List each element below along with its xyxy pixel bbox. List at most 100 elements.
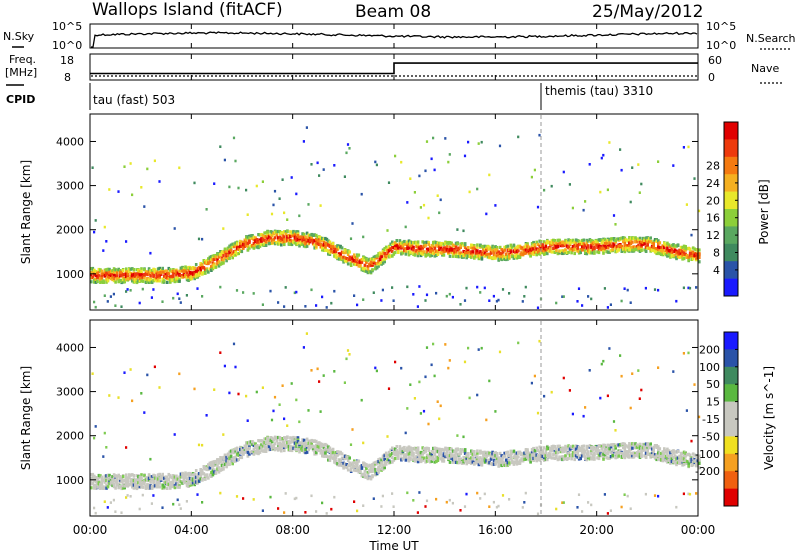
power-pixel [645,250,648,253]
power-pixel [587,244,590,247]
power-pixel [149,252,151,255]
power-pixel [201,295,203,298]
velocity-pixel [222,433,224,436]
power-pixel [193,182,195,185]
power-pixel [236,289,238,292]
velocity-pixel [274,396,276,399]
power-pixel [464,242,467,245]
power-pixel [555,249,558,252]
velocity-pixel [201,501,203,504]
velocity-pixel [563,377,565,380]
velocity-pixel [95,512,97,515]
velocity-pixel [110,501,112,504]
velocity-pixel [120,511,122,514]
velocity-pixel [265,446,268,449]
power-pixel [93,301,95,304]
power-pixel [611,248,614,251]
velocity-pixel [130,368,132,371]
power-pixel [353,294,355,297]
velocity-pixel [462,436,464,439]
velocity-pixel [163,485,166,488]
velocity-pixel [266,437,269,440]
velocity-pixel [608,347,610,350]
power-pixel [406,201,408,204]
velocity-pixel [485,419,487,422]
velocity-pixel [283,511,285,514]
velocity-pixel [418,381,420,384]
power-pixel [178,297,180,300]
power-pixel [272,204,274,207]
power-pixel [295,291,297,294]
velocity-pixel [380,461,383,464]
power-pixel [143,276,146,279]
power-pixel [640,183,642,186]
power-pixel [494,204,496,207]
power-pixel [253,292,255,295]
velocity-pixel [285,492,287,495]
velocity-pixel [464,448,467,451]
velocity-pixel [610,509,612,512]
power-pixel [417,305,419,308]
power-pixel [426,294,428,297]
power-pixel [485,213,487,216]
power-pixel [279,197,281,200]
power-pixel [427,217,429,220]
power-pixel [409,251,412,254]
velocity-pixel [323,374,325,377]
power-pixel [237,187,239,190]
power-pixel [315,304,317,307]
velocity-pixel [424,450,427,453]
power-pixel [133,268,136,271]
power-pixel [604,287,606,290]
velocity-pixel [432,343,434,346]
velocity-pixel [434,453,437,456]
power-pixel [513,244,516,247]
power-pixel [393,299,395,302]
power-pixel [283,212,285,215]
velocity-pixel [207,477,210,480]
velocity-pixel [102,455,104,458]
power-pixel [522,300,524,303]
power-pixel [122,269,125,272]
power-pixel [531,176,533,179]
power-pixel [303,140,305,143]
power-pixel [652,242,655,245]
power-pixel [142,288,144,291]
power-pixel [459,303,461,306]
velocity-pixel [219,351,221,354]
velocity-pixel [449,499,451,502]
power-pixel [601,157,603,160]
velocity-pixel [412,454,415,457]
velocity-pixel [114,510,116,513]
power-pixel [380,299,382,302]
velocity-pixel [178,373,180,376]
velocity-pixel [598,457,601,460]
power-pixel [602,252,605,255]
velocity-pixel [601,363,603,366]
velocity-pixel [493,501,495,504]
velocity-pixel [440,405,442,408]
velocity-pixel [113,483,116,486]
velocity-pixel [242,497,244,500]
power-pixel [382,289,384,292]
velocity-pixel [224,365,226,368]
velocity-pixel [467,347,469,350]
velocity-pixel [400,367,402,370]
velocity-pixel [271,419,273,422]
power-pixel [447,161,449,164]
power-pixel [92,166,94,169]
velocity-pixel [405,432,407,435]
power-pixel [371,268,374,271]
velocity-pixel [114,487,117,490]
power-pixel [102,281,105,284]
velocity-pixel [437,400,439,403]
velocity-pixel [382,495,384,498]
freq-label-2: [MHz] [5,66,37,79]
velocity-pixel [303,346,305,349]
nsearch-label: N.Search [746,32,796,45]
velocity-pixel [522,506,524,509]
velocity-pixel [583,445,586,448]
velocity-pixel [283,418,285,421]
velocity-pixel [602,458,605,461]
